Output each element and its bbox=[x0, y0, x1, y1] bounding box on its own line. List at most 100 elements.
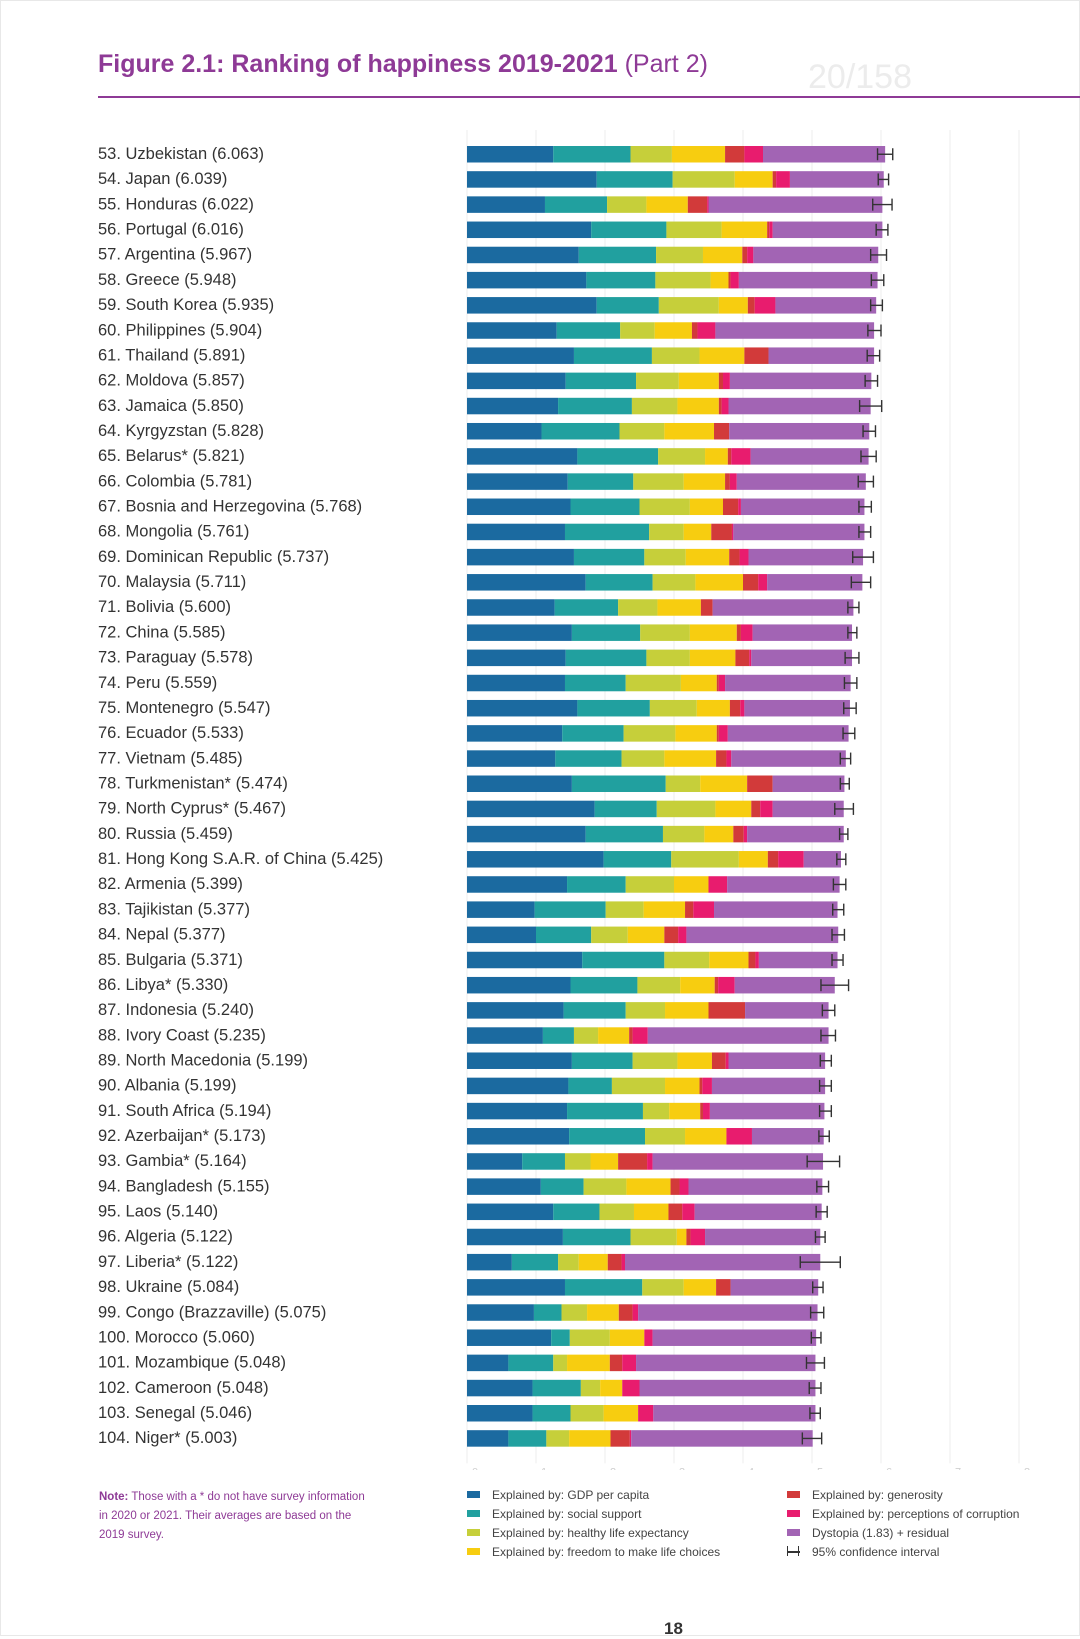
bar-segment-social bbox=[522, 1153, 565, 1170]
bar-segment-corruption bbox=[740, 699, 745, 717]
bar-segment-social bbox=[532, 1379, 581, 1397]
bar-segment-freedom bbox=[590, 1153, 619, 1170]
legend-label-dystopia: Dystopia (1.83) + residual bbox=[812, 1525, 950, 1540]
row-label: 76. Ecuador (5.533) bbox=[98, 724, 244, 742]
legend-swatch-freedom bbox=[467, 1548, 480, 1555]
bar-segment-health bbox=[618, 599, 658, 616]
bar-segment-freedom bbox=[710, 271, 729, 289]
bar-segment-generosity bbox=[618, 1153, 648, 1170]
confidence-interval bbox=[858, 400, 883, 413]
x-tick-label: 3 bbox=[679, 1466, 685, 1470]
bar-segment-freedom bbox=[702, 246, 743, 264]
bar-segment-generosity bbox=[664, 926, 679, 944]
bar-segment-freedom bbox=[705, 448, 728, 465]
bar-segment-generosity bbox=[687, 196, 708, 213]
bar-segment-corruption bbox=[722, 372, 730, 390]
bar-segment-generosity bbox=[629, 1027, 633, 1044]
bar-segment-social bbox=[558, 397, 632, 415]
bar-segment-gdp bbox=[467, 1379, 533, 1397]
bar-segment-health bbox=[607, 196, 647, 213]
row-label: 91. South Africa (5.194) bbox=[98, 1102, 271, 1120]
legend-label-social: Explained by: social support bbox=[492, 1506, 642, 1521]
bar-segment-dystopia bbox=[731, 750, 846, 767]
bar-segment-health bbox=[664, 951, 710, 969]
bar-segment-health bbox=[662, 825, 705, 843]
bar-segment-corruption bbox=[682, 1203, 695, 1221]
bar-segment-gdp bbox=[467, 1354, 509, 1372]
bar-segment-health bbox=[655, 271, 711, 289]
confidence-interval bbox=[838, 828, 849, 841]
bar-segment-freedom bbox=[675, 725, 717, 742]
bar-segment-freedom bbox=[657, 599, 701, 616]
confidence-interval bbox=[801, 1432, 823, 1445]
bar-segment-corruption bbox=[739, 548, 749, 566]
row-label: 64. Kyrgyzstan (5.828) bbox=[98, 422, 264, 440]
confidence-interval bbox=[847, 626, 858, 639]
bar-segment-dystopia bbox=[729, 422, 870, 440]
bar-segment-social bbox=[582, 951, 665, 969]
confidence-interval bbox=[836, 853, 847, 866]
bar-segment-social bbox=[564, 674, 626, 692]
bar-segment-dystopia bbox=[636, 1354, 816, 1372]
bar-segment-health bbox=[599, 1203, 634, 1221]
bar-segment-social bbox=[532, 1405, 571, 1422]
bar-segment-health bbox=[651, 347, 700, 364]
bar-segment-social bbox=[596, 171, 673, 188]
bar-segment-gdp bbox=[467, 951, 583, 969]
bar-segment-gdp bbox=[467, 574, 586, 591]
bar-segment-generosity bbox=[744, 347, 769, 364]
bar-segment-dystopia bbox=[789, 171, 884, 188]
bar-segment-generosity bbox=[716, 674, 719, 692]
legend-item-dystopia: Dystopia (1.83) + residual bbox=[787, 1523, 1019, 1542]
bar-segment-gdp bbox=[467, 1279, 565, 1296]
bar-segment-social bbox=[544, 196, 608, 213]
bar-segment-health bbox=[623, 725, 676, 742]
bar-segment-corruption bbox=[678, 926, 687, 944]
legend-label-health: Explained by: healthy life expectancy bbox=[492, 1525, 689, 1540]
row-label: 96. Algeria (5.122) bbox=[98, 1228, 233, 1246]
bar-segment-generosity bbox=[725, 146, 745, 163]
legend-swatch-social bbox=[467, 1510, 480, 1517]
bar-segment-social bbox=[571, 1052, 633, 1069]
bar-segment-freedom bbox=[633, 1203, 669, 1221]
bar-segment-health bbox=[642, 1102, 670, 1120]
bar-segment-corruption bbox=[758, 574, 768, 591]
bar-segment-health bbox=[625, 1002, 666, 1019]
row-label: 82. Armenia (5.399) bbox=[98, 875, 243, 893]
bar-segment-social bbox=[594, 800, 657, 818]
bar-segment-generosity bbox=[718, 372, 723, 390]
bar-segment-dystopia bbox=[694, 1203, 822, 1221]
confidence-interval bbox=[839, 752, 852, 765]
confidence-interval bbox=[818, 1130, 830, 1143]
confidence-interval bbox=[818, 1079, 833, 1092]
bar-segment-health bbox=[591, 926, 628, 944]
bar-segment-social bbox=[553, 1203, 600, 1221]
legend-right-column: Explained by: generosity Explained by: p… bbox=[787, 1485, 1019, 1561]
bar-segment-gdp bbox=[467, 976, 571, 994]
bar-segment-freedom bbox=[678, 372, 719, 390]
bar-segment-corruption bbox=[697, 322, 716, 339]
confidence-interval bbox=[872, 198, 893, 211]
row-label: 97. Liberia* (5.122) bbox=[98, 1253, 238, 1271]
bar-segment-generosity bbox=[714, 422, 730, 440]
bar-segment-social bbox=[564, 1279, 643, 1296]
legend-swatch-generosity bbox=[787, 1491, 800, 1498]
bar-segment-freedom bbox=[704, 825, 734, 843]
bar-segment-dystopia bbox=[730, 1279, 819, 1296]
bar-segment-corruption bbox=[769, 221, 773, 239]
row-label: 90. Albania (5.199) bbox=[98, 1077, 237, 1095]
bar-segment-corruption bbox=[731, 523, 734, 541]
bar-segment-health bbox=[632, 1052, 678, 1069]
bar-segment-generosity bbox=[743, 574, 759, 591]
bar-segment-generosity bbox=[668, 1203, 683, 1221]
bar-segment-freedom bbox=[699, 347, 745, 364]
confidence-interval bbox=[809, 1306, 825, 1319]
bar-segment-gdp bbox=[467, 146, 554, 163]
bar-segment-social bbox=[570, 976, 638, 994]
bar-segment-generosity bbox=[748, 951, 756, 969]
bar-segment-corruption bbox=[725, 1052, 729, 1069]
bar-segment-corruption bbox=[622, 1354, 637, 1372]
bar-segment-social bbox=[573, 548, 645, 566]
bar-segment-freedom bbox=[680, 674, 717, 692]
bar-segment-corruption bbox=[718, 674, 726, 692]
